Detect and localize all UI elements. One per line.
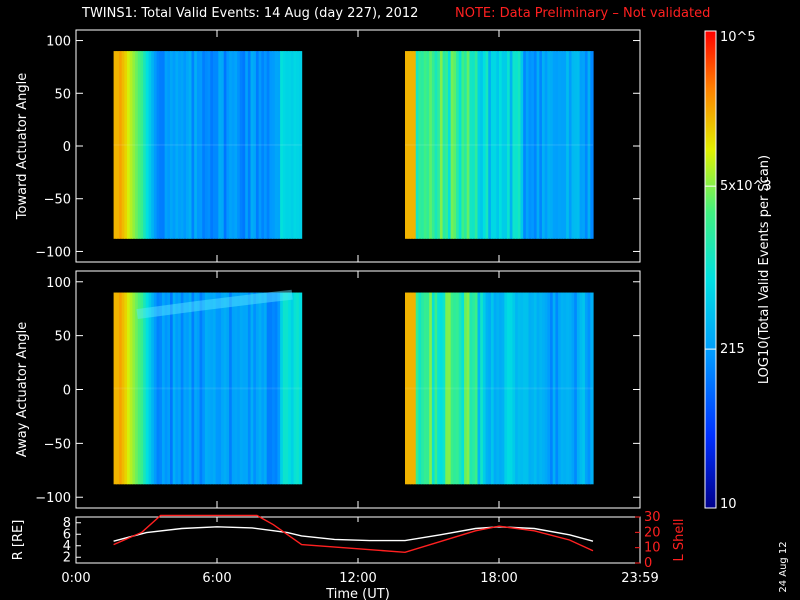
ytick-right: 30 <box>644 510 661 525</box>
ytick-right: 0 <box>644 556 652 571</box>
orbit-lines-layer <box>113 514 594 553</box>
ytick-right: 10 <box>644 541 661 556</box>
date-stamp: 24 Aug 12 <box>778 541 789 592</box>
colorbar-tick: 5x10^3 <box>720 179 772 194</box>
ytick-label: −50 <box>44 437 71 452</box>
heatmap-block-toward-1 <box>113 51 303 239</box>
y-axis-label: Toward Actuator Angle <box>15 73 30 220</box>
xtick-label: 18:00 <box>480 571 517 586</box>
ytick-label: 0 <box>63 384 71 399</box>
ytick-label: 50 <box>54 87 71 102</box>
ytick-label: 50 <box>54 330 71 345</box>
ytick-label: 100 <box>46 35 71 50</box>
xtick-label: 23:59 <box>621 571 658 586</box>
ytick-label: −100 <box>35 245 71 260</box>
ytick-left: 6 <box>63 527 71 542</box>
x-axis-title: Time (UT) <box>325 587 390 600</box>
ytick-label: −50 <box>44 193 71 208</box>
preliminary-note: NOTE: Data Preliminary – Not validated <box>455 6 711 21</box>
colorbar-tick: 10 <box>720 497 737 512</box>
ytick-label: −100 <box>35 491 71 506</box>
heatmap-layer <box>113 51 594 485</box>
series-line-r <box>113 526 594 542</box>
heatmap-block-away-2 <box>405 292 594 485</box>
ytick-left: 2 <box>63 550 71 565</box>
colorbar-tick: 215 <box>720 342 745 357</box>
ytick-left: 8 <box>63 516 71 531</box>
ytick-right: 20 <box>644 525 661 540</box>
colorbar <box>704 30 717 509</box>
colorbar-title: LOG10(Total Valid Events per Scan) <box>757 155 772 384</box>
y-left-label: R [RE] <box>11 520 26 561</box>
ytick-label: 100 <box>46 276 71 291</box>
axes-layer <box>75 29 717 564</box>
chart-title: TWINS1: Total Valid Events: 14 Aug (day … <box>82 6 419 21</box>
chart-title-bar: TWINS1: Total Valid Events: 14 Aug (day … <box>0 0 800 30</box>
xtick-label: 6:00 <box>202 571 231 586</box>
ytick-label: 0 <box>63 140 71 155</box>
xtick-label: 0:00 <box>61 571 90 586</box>
colorbar-tick: 10^5 <box>720 30 756 45</box>
y-right-label: L Shell <box>672 518 687 561</box>
heatmap-block-toward-2 <box>405 51 594 239</box>
xtick-label: 12:00 <box>339 571 376 586</box>
heatmap-block-away-1 <box>113 289 303 485</box>
ytick-left: 4 <box>63 539 71 554</box>
series-line-lshell <box>113 514 594 553</box>
y-axis-label: Away Actuator Angle <box>15 322 30 457</box>
